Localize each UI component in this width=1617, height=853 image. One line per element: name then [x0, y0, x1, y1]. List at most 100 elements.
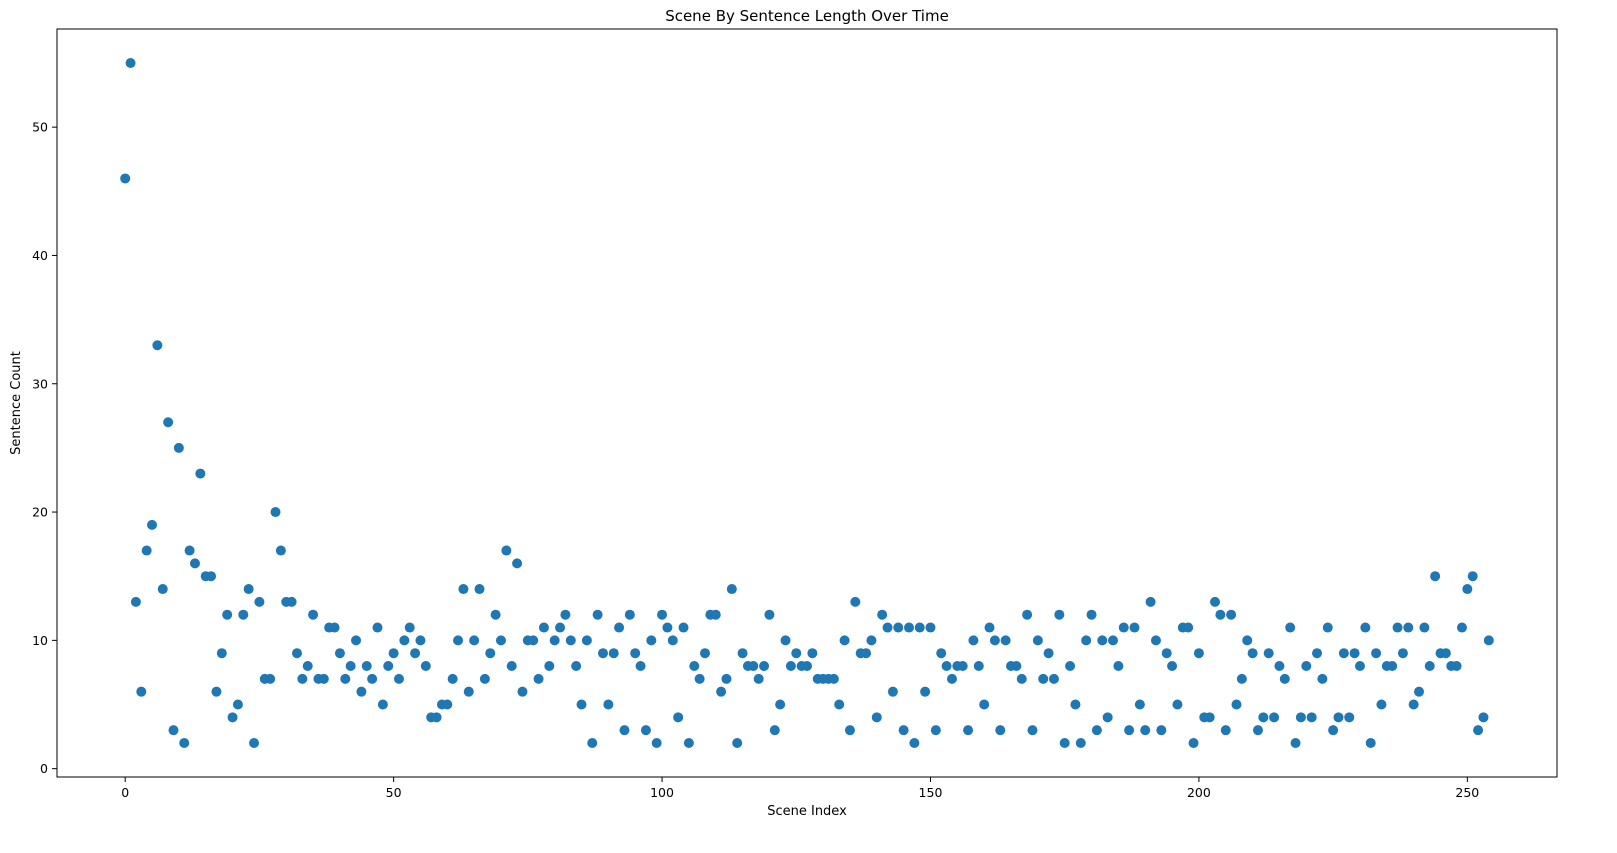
- data-point: [506, 661, 517, 672]
- data-point: [291, 648, 302, 659]
- data-point: [383, 661, 394, 672]
- data-point: [871, 712, 882, 723]
- data-point: [850, 596, 861, 607]
- data-point: [732, 738, 743, 748]
- data-point: [995, 725, 1006, 736]
- x-tick-label: 0: [121, 785, 129, 800]
- data-point: [147, 519, 158, 530]
- data-point: [265, 673, 276, 684]
- data-point: [270, 507, 281, 518]
- y-tick-label: 30: [32, 376, 48, 391]
- data-point: [1473, 725, 1484, 736]
- data-point: [914, 622, 925, 633]
- data-point: [576, 699, 587, 710]
- data-point: [861, 648, 872, 659]
- data-point: [227, 712, 238, 723]
- data-point: [512, 558, 523, 569]
- data-point: [189, 558, 200, 569]
- data-point: [275, 545, 286, 556]
- data-point: [533, 673, 544, 684]
- data-point: [243, 584, 254, 595]
- data-point: [662, 622, 673, 633]
- data-point: [377, 699, 388, 710]
- data-point: [1124, 725, 1135, 736]
- data-point: [356, 686, 367, 697]
- data-point: [334, 648, 345, 659]
- data-point: [726, 584, 737, 595]
- data-point: [1349, 648, 1360, 659]
- data-point: [973, 661, 984, 672]
- data-point: [1387, 661, 1398, 672]
- data-point: [1301, 661, 1312, 672]
- data-point: [769, 725, 780, 736]
- data-point: [1070, 699, 1081, 710]
- data-point: [1354, 661, 1365, 672]
- data-point: [1424, 661, 1435, 672]
- data-point: [404, 622, 415, 633]
- data-point: [216, 648, 227, 659]
- data-point: [1258, 712, 1269, 723]
- data-point: [361, 661, 372, 672]
- data-point: [941, 661, 952, 672]
- data-point: [898, 725, 909, 736]
- data-point: [351, 635, 362, 646]
- data-point: [1183, 622, 1194, 633]
- data-point: [1451, 661, 1462, 672]
- data-point: [887, 686, 898, 697]
- data-point: [646, 635, 657, 646]
- data-point: [930, 725, 941, 736]
- data-point: [946, 673, 957, 684]
- data-point: [1220, 725, 1231, 736]
- data-point: [1274, 661, 1285, 672]
- data-point: [1043, 648, 1054, 659]
- data-point: [640, 725, 651, 736]
- data-point: [721, 673, 732, 684]
- data-point: [485, 648, 496, 659]
- data-point: [555, 622, 566, 633]
- data-point: [630, 648, 641, 659]
- data-point: [120, 173, 131, 184]
- data-point: [238, 609, 249, 620]
- data-point: [635, 661, 646, 672]
- data-point: [1290, 738, 1301, 748]
- data-point: [844, 725, 855, 736]
- data-point: [1333, 712, 1344, 723]
- data-point: [1167, 661, 1178, 672]
- data-point: [560, 609, 571, 620]
- y-axis-label: Sentence Count: [9, 351, 24, 455]
- data-point: [173, 442, 184, 453]
- data-point: [1279, 673, 1290, 684]
- data-point: [1145, 596, 1156, 607]
- data-point: [716, 686, 727, 697]
- data-point: [501, 545, 512, 556]
- data-point: [581, 635, 592, 646]
- data-point: [163, 417, 174, 428]
- y-tick-label: 40: [32, 248, 48, 263]
- data-point: [1456, 622, 1467, 633]
- data-point: [544, 661, 555, 672]
- data-points: [120, 58, 1494, 748]
- data-point: [989, 635, 1000, 646]
- data-point: [415, 635, 426, 646]
- data-point: [1338, 648, 1349, 659]
- data-point: [597, 648, 608, 659]
- data-point: [1312, 648, 1323, 659]
- data-point: [1016, 673, 1027, 684]
- data-point: [420, 661, 431, 672]
- data-point: [1108, 635, 1119, 646]
- data-point: [877, 609, 888, 620]
- data-point: [834, 699, 845, 710]
- data-point: [206, 571, 217, 582]
- data-point: [286, 596, 297, 607]
- data-point: [909, 738, 920, 748]
- data-point: [1091, 725, 1102, 736]
- data-point: [458, 584, 469, 595]
- x-tick-label: 50: [386, 785, 402, 800]
- data-point: [1242, 635, 1253, 646]
- data-point: [1032, 635, 1043, 646]
- data-point: [249, 738, 260, 748]
- data-point: [925, 622, 936, 633]
- y-axis-ticks: 0 10 20 30 40 50: [32, 120, 57, 776]
- data-point: [614, 622, 625, 633]
- data-point: [882, 622, 893, 633]
